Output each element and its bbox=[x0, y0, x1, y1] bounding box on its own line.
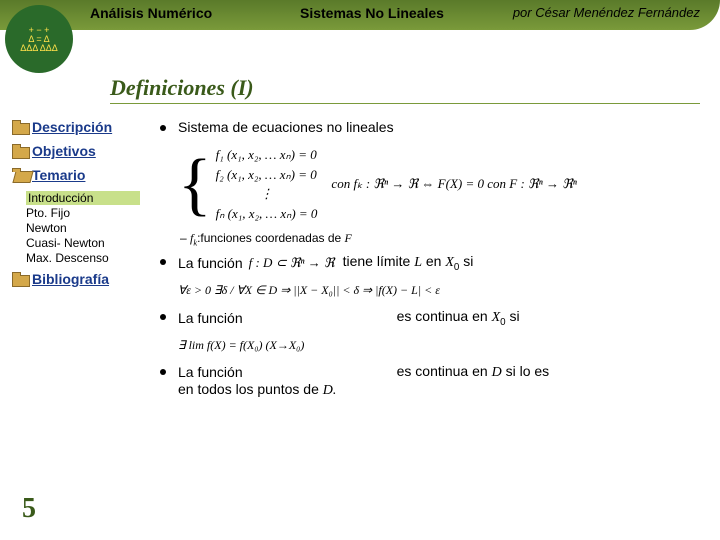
bullet-icon bbox=[160, 259, 166, 265]
sidebar-label: Temario bbox=[32, 167, 85, 183]
sidebar-item-temario[interactable]: Temario bbox=[12, 167, 140, 183]
page-title: Definiciones (I) bbox=[110, 75, 700, 101]
sidebar-sublist: Introducción Pto. Fijo Newton Cuasi- New… bbox=[26, 191, 140, 265]
sublist-item[interactable]: Cuasi- Newton bbox=[26, 236, 140, 250]
sidebar-label: Descripción bbox=[32, 119, 112, 135]
header-subject: Análisis Numérico bbox=[90, 5, 212, 21]
folder-open-icon bbox=[12, 169, 28, 181]
bullet-icon bbox=[160, 369, 166, 375]
header-author: por César Menéndez Fernández bbox=[513, 5, 700, 20]
equation-system: { f₁ (x₁, x₂, … xₙ) = 0 f₂ (x₁, x₂, … xₙ… bbox=[178, 145, 700, 223]
sidebar-item-objetivos[interactable]: Objetivos bbox=[12, 143, 140, 159]
bullet-icon bbox=[160, 314, 166, 320]
cont-formula: ∃ lim f(X) = f(X₀) (X→X₀) bbox=[178, 338, 700, 353]
page-number: 5 bbox=[22, 493, 36, 525]
eq-line: f₂ (x₁, x₂, … xₙ) = 0 bbox=[216, 165, 318, 185]
folder-icon bbox=[12, 145, 28, 157]
folder-icon bbox=[12, 273, 28, 285]
bullet-func-cont-d: La función es continua en D si lo es en … bbox=[178, 363, 549, 399]
bullet-func-cont-x0: La función es continua en X0 si bbox=[178, 308, 520, 328]
limit-formula: ∀ε > 0 ∃δ / ∀X ∈ D ⇒ ||X − X₀|| < δ ⇒ |f… bbox=[178, 283, 700, 298]
sidebar: Descripción Objetivos Temario Introducci… bbox=[0, 119, 140, 409]
bullet-text: Sistema de ecuaciones no lineales bbox=[178, 119, 394, 135]
sidebar-item-bibliografia[interactable]: Bibliografía bbox=[12, 271, 140, 287]
folder-icon bbox=[12, 121, 28, 133]
header-topic: Sistemas No Lineales bbox=[300, 5, 444, 21]
sidebar-label: Objetivos bbox=[32, 143, 96, 159]
eq-line: fₙ (x₁, x₂, … xₙ) = 0 bbox=[216, 204, 318, 224]
eq-line: ⋮ bbox=[216, 184, 318, 204]
logo: + − +Δ = ΔΔΔΔ ΔΔΔ bbox=[5, 5, 73, 73]
eq-line: f₁ (x₁, x₂, … xₙ) = 0 bbox=[216, 145, 318, 165]
bullet-func-limit: La función f : D ⊂ ℜⁿ → ℜ tiene límite L… bbox=[178, 253, 473, 273]
sidebar-item-descripcion[interactable]: Descripción bbox=[12, 119, 140, 135]
content-area: Sistema de ecuaciones no lineales { f₁ (… bbox=[140, 119, 720, 409]
sublist-item-active[interactable]: Introducción bbox=[26, 191, 140, 205]
sub-bullet: fk:funciones coordenadas de F bbox=[180, 231, 700, 247]
bullet-icon bbox=[160, 125, 166, 131]
eq-side: con fₖ : ℜⁿ → ℜ ⇔ F(X) = 0 con F : ℜⁿ → … bbox=[331, 176, 576, 192]
sidebar-label: Bibliografía bbox=[32, 271, 109, 287]
sublist-item[interactable]: Pto. Fijo bbox=[26, 206, 140, 220]
sublist-item[interactable]: Max. Descenso bbox=[26, 251, 140, 265]
sublist-item[interactable]: Newton bbox=[26, 221, 140, 235]
